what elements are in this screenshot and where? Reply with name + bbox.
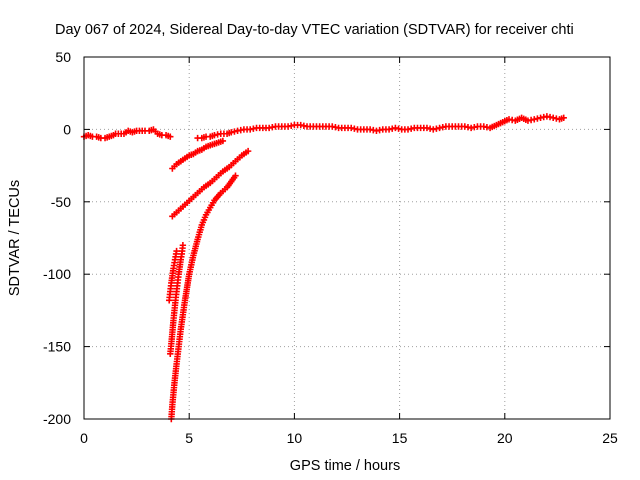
x-tick-label: 25 [602,430,618,446]
x-tick-label: 20 [497,430,513,446]
y-tick-label: -150 [43,339,71,355]
y-tick-labels: 50 0 -50 -100 -150 -200 [43,49,71,427]
x-axis-label: GPS time / hours [290,458,400,474]
y-tick-label: 50 [55,49,71,65]
y-axis-label: SDTVAR / TECUs [7,180,23,296]
y-tick-label: 0 [63,121,71,137]
main-track-point [167,133,174,140]
grid-lines [84,57,610,419]
plot-frame [83,56,611,420]
data-points [80,113,567,423]
y-tick-label: -100 [43,266,71,282]
main-track-point [560,114,567,122]
arc-left-steep-point [173,247,180,255]
y-tick-label: -200 [43,411,71,427]
x-tick-labels: 0 5 10 15 20 25 [80,430,618,446]
chart-title: Day 067 of 2024, Sidereal Day-to-day VTE… [55,22,574,38]
axis-ticks [83,56,611,420]
x-tick-label: 15 [392,430,408,446]
y-tick-label: -50 [51,194,71,210]
arc-middle-point [244,147,252,155]
x-tick-label: 5 [185,430,193,446]
x-tick-label: 0 [80,430,88,446]
arc-upper-point [219,137,227,145]
arc-lower-point [232,172,239,179]
arc-steep-point [179,242,187,249]
x-tick-label: 10 [287,430,303,446]
